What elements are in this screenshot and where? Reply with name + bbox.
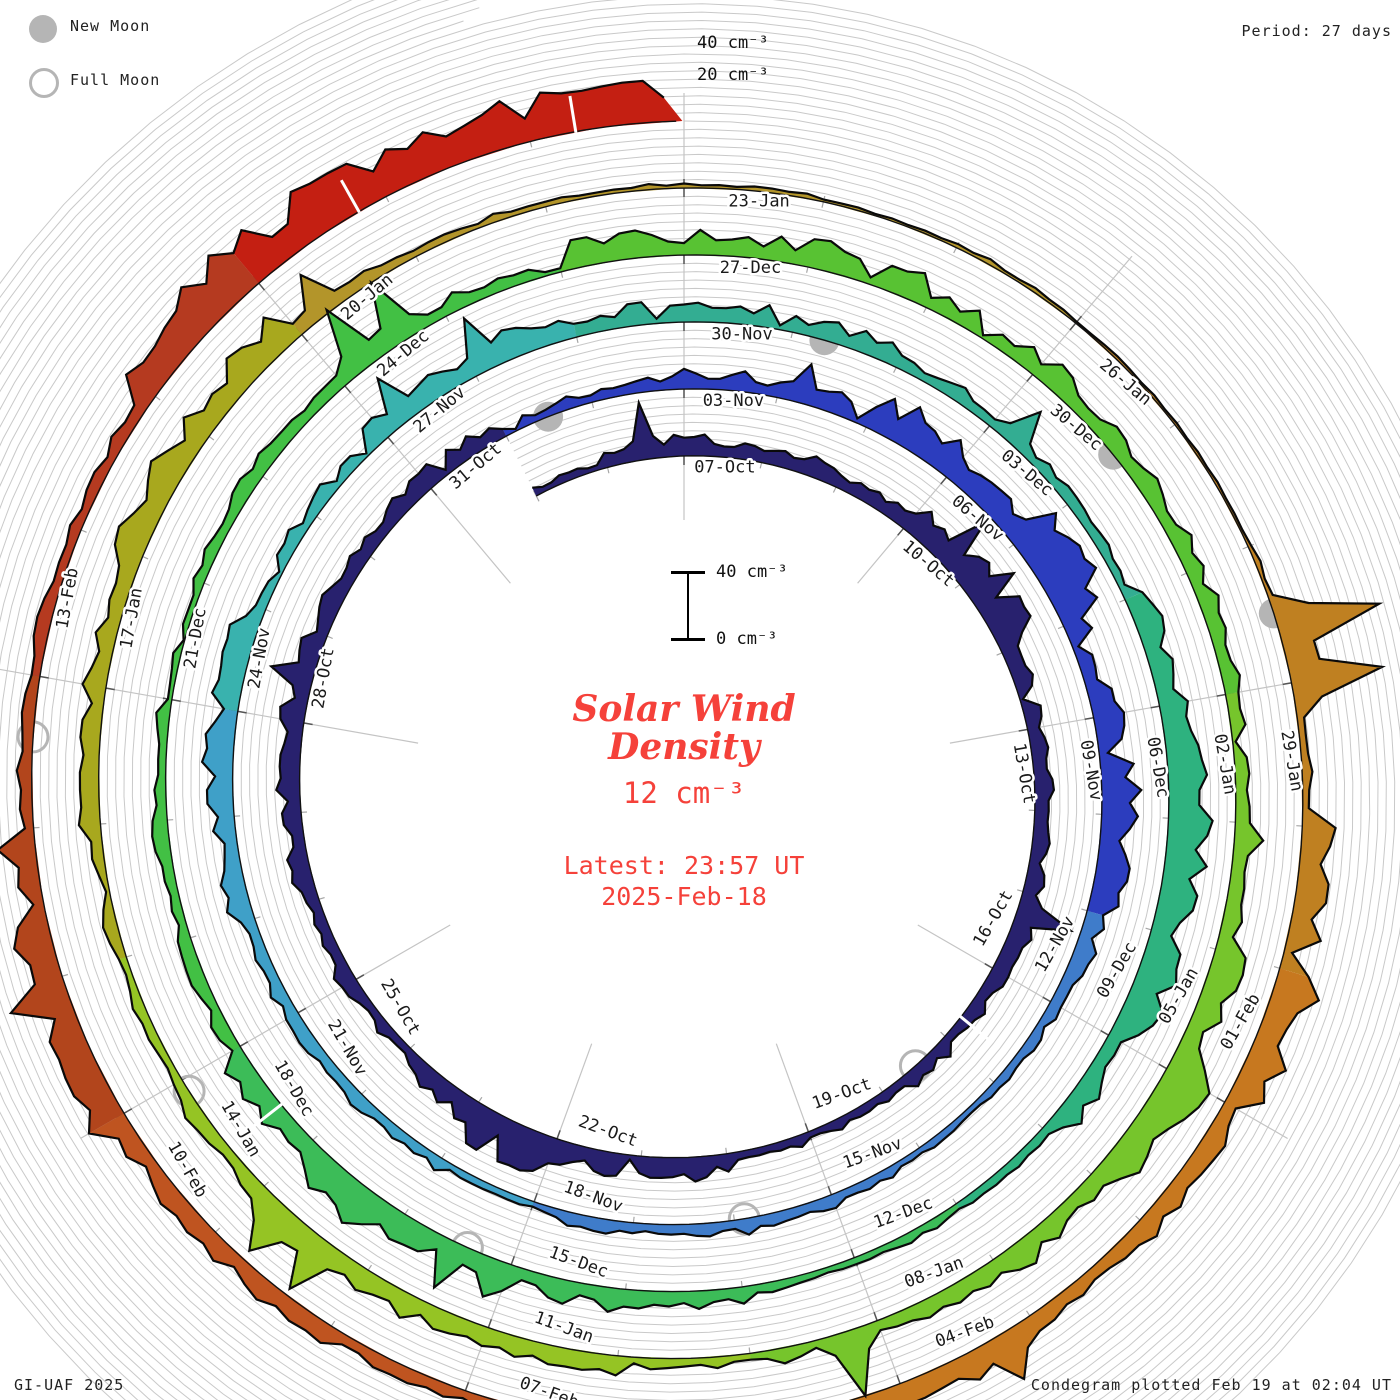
plotted-timestamp-label: Condegram plotted Feb 19 at 02:04 UT — [1030, 1376, 1392, 1394]
new-moon-icon — [29, 15, 57, 43]
date-label-07-Oct: 07-Oct — [694, 457, 755, 477]
density-area-fills — [0, 80, 1383, 1400]
outer-scale-40-label: 40 cm⁻³ — [697, 33, 769, 53]
chart-title-line2: Density — [608, 726, 760, 768]
new-moon-label: New Moon — [70, 17, 151, 35]
center-title-block: Solar Wind Density 12 cm⁻³ Latest: 23:57… — [384, 690, 984, 912]
date-label-07-Feb: 07-Feb — [517, 1373, 582, 1400]
date-label-03-Nov: 03-Nov — [703, 391, 764, 411]
scale-bar-top-label: 40 cm⁻³ — [716, 562, 788, 582]
scale-bar — [687, 572, 689, 640]
scale-bar-bottom-tick — [671, 638, 705, 641]
current-density-value: 12 cm⁻³ — [622, 776, 746, 810]
date-label-30-Nov: 30-Nov — [711, 324, 772, 344]
latest-date-label: 2025-Feb-18 — [601, 882, 767, 911]
spiral-baseline — [30, 120, 1304, 1400]
outer-scale-20-label: 20 cm⁻³ — [697, 65, 769, 85]
data-gap-ticks — [251, 95, 990, 1129]
latest-time-label: Latest: 23:57 UT — [563, 851, 805, 880]
date-label-22-Oct: 22-Oct — [576, 1112, 641, 1152]
chart-title-line1: Solar Wind — [572, 688, 796, 730]
scale-bar-bottom-label: 0 cm⁻³ — [716, 629, 778, 649]
full-moon-icon — [29, 68, 59, 98]
credit-label: GI-UAF 2025 — [14, 1376, 125, 1394]
period-label: Period: 27 days — [1241, 22, 1392, 40]
full-moon-label: Full Moon — [70, 71, 161, 89]
date-label-23-Jan: 23-Jan — [728, 191, 789, 211]
scale-bar-top-tick — [671, 571, 705, 574]
density-outline — [0, 79, 1386, 1400]
date-label-27-Dec: 27-Dec — [720, 258, 781, 278]
